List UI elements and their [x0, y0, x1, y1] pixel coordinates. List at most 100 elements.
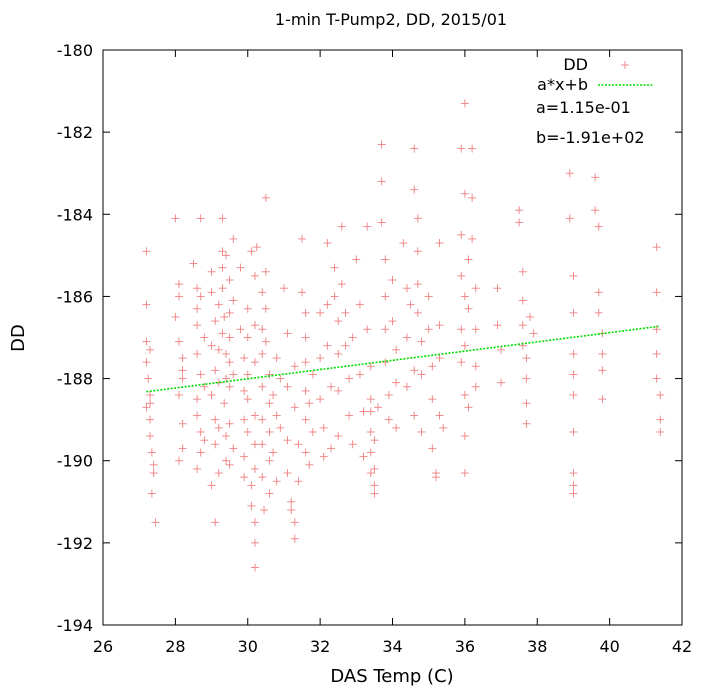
- data-point: [290, 362, 299, 371]
- x-tick-label: 26: [93, 637, 113, 656]
- x-tick-label: 32: [310, 637, 330, 656]
- y-tick-label: -182: [57, 123, 93, 142]
- data-point: [569, 427, 578, 436]
- y-tick-label: -190: [57, 452, 93, 471]
- data-point: [261, 304, 270, 313]
- data-point: [428, 395, 437, 404]
- data-point: [355, 370, 364, 379]
- data-point: [435, 321, 444, 330]
- data-point: [305, 460, 314, 469]
- data-point: [316, 308, 325, 317]
- data-point: [363, 325, 372, 334]
- data-point: [334, 349, 343, 358]
- data-point: [471, 362, 480, 371]
- data-point: [428, 362, 437, 371]
- data-point: [435, 411, 444, 420]
- data-point: [283, 382, 292, 391]
- y-tick-label: -188: [57, 370, 93, 389]
- data-point: [258, 440, 267, 449]
- y-tick-label: -192: [57, 534, 93, 553]
- data-point: [417, 427, 426, 436]
- data-point: [493, 321, 502, 330]
- data-point: [460, 189, 469, 198]
- data-point: [515, 218, 524, 227]
- data-point: [308, 370, 317, 379]
- data-point: [236, 263, 245, 272]
- data-point: [193, 284, 202, 293]
- fit-line-group: [146, 325, 659, 393]
- legend-label-fit: a*x+b: [537, 75, 588, 94]
- data-point: [298, 288, 307, 297]
- data-point: [345, 411, 354, 420]
- data-point: [460, 391, 469, 399]
- data-point: [652, 243, 661, 252]
- data-point: [174, 280, 183, 289]
- data-point: [569, 308, 578, 317]
- data-point: [243, 427, 252, 436]
- data-point: [330, 263, 339, 272]
- data-point: [193, 411, 202, 420]
- y-tick-label: -180: [57, 41, 93, 60]
- data-point: [287, 506, 296, 514]
- data-point: [413, 214, 422, 223]
- data-point: [337, 222, 346, 231]
- data-point: [279, 284, 288, 293]
- data-point: [225, 308, 234, 317]
- data-point: [240, 415, 249, 424]
- data-point: [334, 317, 343, 326]
- data-point: [174, 292, 183, 301]
- data-point: [247, 247, 256, 256]
- data-point: [211, 415, 220, 424]
- data-point: [460, 341, 469, 350]
- data-point: [196, 370, 205, 379]
- data-point: [410, 144, 419, 153]
- data-point: [392, 378, 401, 387]
- data-point: [305, 399, 314, 408]
- data-point: [359, 407, 368, 416]
- data-point: [598, 349, 607, 358]
- data-point: [424, 292, 433, 301]
- annotation-slope: a=1.15e-01: [536, 98, 631, 117]
- data-point: [435, 354, 444, 363]
- data-point: [316, 354, 325, 363]
- data-point: [656, 427, 665, 436]
- data-point: [265, 370, 274, 379]
- data-point: [518, 267, 527, 276]
- data-point: [222, 456, 231, 465]
- data-point: [258, 325, 267, 334]
- data-point: [261, 267, 270, 276]
- data-point: [146, 399, 155, 408]
- data-point: [402, 333, 411, 342]
- data-point: [652, 374, 661, 383]
- data-point: [229, 444, 238, 453]
- data-point: [196, 448, 205, 457]
- data-point: [518, 296, 527, 305]
- data-point: [174, 391, 183, 399]
- data-point: [218, 284, 227, 293]
- data-point: [410, 185, 419, 194]
- data-point: [308, 427, 317, 436]
- data-point: [276, 374, 285, 383]
- data-point: [460, 99, 469, 108]
- data-point: [178, 366, 187, 375]
- data-point: [229, 296, 238, 305]
- data-point: [178, 374, 187, 383]
- data-point: [147, 489, 156, 498]
- data-point: [222, 251, 231, 260]
- data-point: [323, 239, 332, 248]
- data-point: [200, 436, 209, 445]
- data-point: [196, 292, 205, 301]
- data-point: [381, 292, 390, 301]
- data-point: [146, 345, 155, 354]
- data-point: [529, 329, 538, 338]
- data-point: [265, 456, 274, 465]
- data-point: [392, 345, 401, 354]
- scatter-points: [142, 99, 665, 572]
- data-point: [652, 325, 661, 334]
- data-point: [366, 395, 375, 404]
- data-point: [366, 407, 375, 416]
- data-point: [294, 477, 303, 486]
- data-point: [457, 358, 466, 367]
- data-point: [178, 354, 187, 363]
- data-point: [366, 448, 375, 457]
